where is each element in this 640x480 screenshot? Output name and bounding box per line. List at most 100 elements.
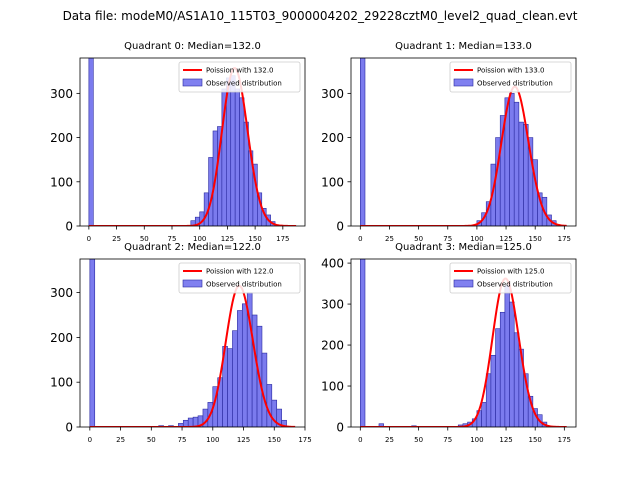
axes-frame <box>350 258 577 428</box>
x-tick-label: 50 <box>140 235 149 243</box>
y-tick-label: 300 <box>321 298 344 312</box>
legend-label-observed: Observed distribution <box>206 80 282 88</box>
x-tick-label: 175 <box>276 235 289 243</box>
y-tick-label: 100 <box>50 376 73 390</box>
x-tick-label: 150 <box>268 436 281 444</box>
legend-label-poisson: Poission with 125.0 <box>477 268 545 276</box>
x-tick-label: 0 <box>87 235 91 243</box>
axes-frame <box>350 57 577 227</box>
legend-patch-swatch <box>453 279 474 288</box>
y-tick-label: 100 <box>321 380 344 394</box>
histogram-bar <box>513 332 520 427</box>
y-tick-label: 300 <box>50 286 73 300</box>
x-tick-label: 150 <box>529 436 542 444</box>
legend: Poission with 125.0 Observed distribution <box>449 262 572 294</box>
x-tick-label: 175 <box>558 235 571 243</box>
y-tick-label: 300 <box>321 87 344 101</box>
y-tick-label: 200 <box>50 331 73 345</box>
legend-label-observed: Observed distribution <box>477 80 553 88</box>
axes-frame <box>79 258 306 428</box>
x-tick-label: 0 <box>358 235 362 243</box>
x-tick-label: 25 <box>112 235 121 243</box>
chart-title: Quadrant 1: Median=133.0 <box>395 41 532 52</box>
x-tick-label: 25 <box>116 436 125 444</box>
histogram-bar <box>360 58 366 226</box>
legend-box <box>449 61 572 93</box>
histogram-bar <box>227 348 233 427</box>
histogram-bar <box>490 354 496 427</box>
histogram-bar <box>89 259 96 427</box>
x-tick-label: 100 <box>206 436 219 444</box>
poisson-curve <box>360 277 567 427</box>
y-tick-label: 200 <box>50 131 73 145</box>
y-tick-label: 0 <box>336 421 344 435</box>
x-tick-label: 125 <box>499 235 512 243</box>
histogram-bars <box>88 58 276 226</box>
legend-label-poisson: Poission with 122.0 <box>206 268 274 276</box>
histogram-bar <box>481 402 487 427</box>
x-tick-label: 150 <box>529 235 542 243</box>
x-tick-label: 125 <box>237 436 250 444</box>
histogram-bars <box>360 58 557 226</box>
legend: Poission with 132.0 Observed distribution <box>178 61 301 93</box>
histogram-bar <box>378 423 384 427</box>
x-tick-label: 75 <box>168 235 177 243</box>
chart-title: Quadrant 0: Median=132.0 <box>124 41 261 52</box>
histogram-bar <box>504 285 510 427</box>
x-tick-label: 75 <box>443 436 452 444</box>
y-tick-label: 0 <box>65 220 73 234</box>
histogram-bar <box>230 75 236 226</box>
x-tick-label: 50 <box>147 436 156 444</box>
histogram-bar <box>88 58 94 226</box>
x-tick-label: 150 <box>248 235 261 243</box>
x-tick-label: 125 <box>221 235 234 243</box>
histogram-bar <box>241 303 248 427</box>
legend-box <box>449 262 572 294</box>
y-tick-label: 400 <box>321 257 344 271</box>
legend: Poission with 133.0 Observed distribution <box>449 61 572 93</box>
chart-title: Quadrant 2: Median=122.0 <box>124 242 261 253</box>
histogram-bar <box>509 93 515 226</box>
x-tick-label: 50 <box>414 436 423 444</box>
y-tick-label: 100 <box>50 175 73 189</box>
histogram-bar <box>237 310 243 427</box>
legend-label-observed: Observed distribution <box>477 281 553 289</box>
histogram-bar <box>251 314 258 427</box>
histogram-bar <box>509 301 515 427</box>
histogram-bar <box>499 311 506 427</box>
histogram-bar <box>266 384 273 427</box>
x-tick-label: 100 <box>470 436 483 444</box>
x-tick-label: 175 <box>298 436 311 444</box>
chart-grid: Quadrant 0: Median=132.0 0 25 50 75 100 125 150… <box>50 41 577 444</box>
legend: Poission with 122.0 Observed distribution <box>178 262 301 294</box>
quadrant-3-chart: Quadrant 3: Median=125.0 0 25 50 75 100 125 150… <box>321 242 577 444</box>
y-tick-label: 300 <box>50 87 73 101</box>
histogram-bar <box>513 101 520 226</box>
x-tick-label: 125 <box>499 436 512 444</box>
x-tick-label: 0 <box>358 436 362 444</box>
histogram-bar <box>187 417 194 427</box>
quadrant-0-chart: Quadrant 0: Median=132.0 0 25 50 75 100 125 150… <box>50 41 306 243</box>
y-tick-label: 200 <box>321 339 344 353</box>
y-tick-label: 100 <box>321 175 344 189</box>
x-tick-label: 100 <box>470 235 483 243</box>
legend-box <box>178 262 301 294</box>
legend-label-poisson: Poission with 132.0 <box>206 67 274 75</box>
x-tick-label: 100 <box>193 235 206 243</box>
x-tick-label: 0 <box>88 436 92 444</box>
legend-label-observed: Observed distribution <box>206 281 282 289</box>
x-tick-label: 50 <box>414 235 423 243</box>
x-tick-label: 75 <box>178 436 187 444</box>
legend-patch-swatch <box>453 78 474 87</box>
histogram-bar <box>360 259 366 427</box>
x-tick-label: 25 <box>385 235 394 243</box>
x-tick-label: 175 <box>558 436 571 444</box>
histogram-bar <box>234 88 240 226</box>
figure-title: Data file: modeM0/AS1A10_115T03_90000042… <box>63 9 578 23</box>
histogram-bar <box>495 328 501 427</box>
histogram-bar <box>232 330 238 427</box>
axes-frame <box>79 57 306 227</box>
chart-title: Quadrant 3: Median=125.0 <box>395 242 532 253</box>
legend-box <box>178 61 301 93</box>
